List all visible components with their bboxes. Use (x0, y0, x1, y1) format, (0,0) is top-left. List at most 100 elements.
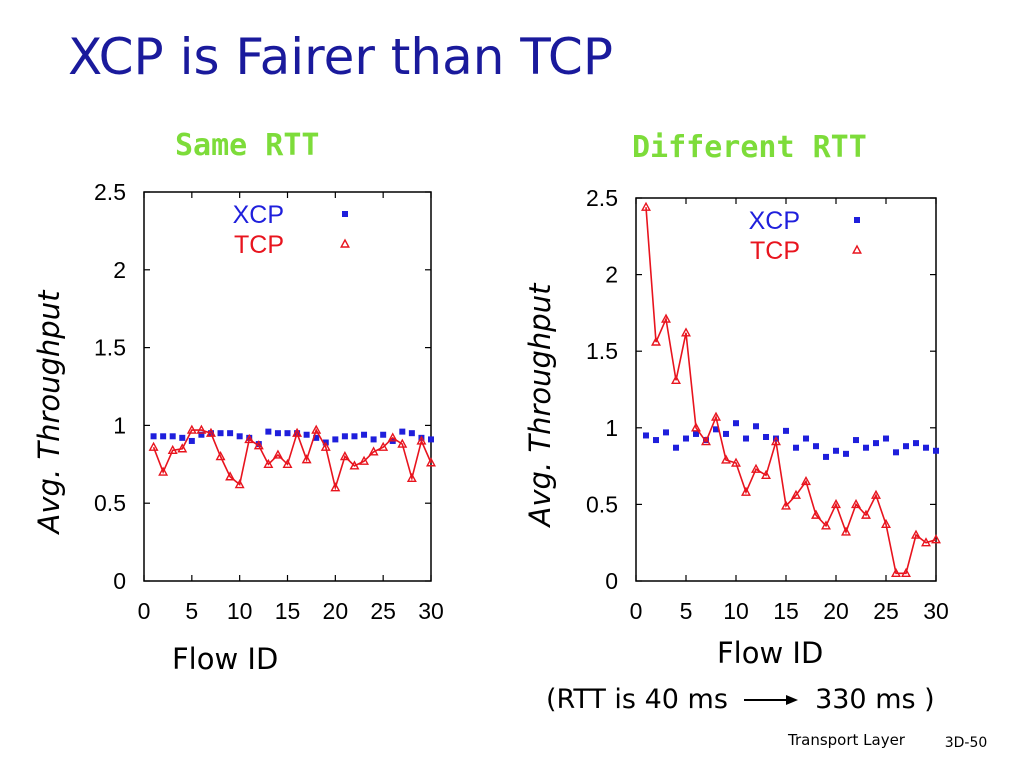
rtt-note-start: (RTT is 40 ms (546, 684, 728, 715)
different-rtt-ytick-label: 1 (605, 415, 618, 441)
different-rtt-tcp-point (761, 469, 771, 479)
different-rtt-xcp-point (693, 430, 699, 437)
different-rtt-ytick-label: 1.5 (586, 338, 618, 364)
different-rtt-tcp-point (921, 537, 931, 547)
different-rtt-xcp-point (733, 420, 739, 427)
same-rtt-xcp-point (179, 434, 186, 441)
different-rtt-ytick-label: 0 (605, 568, 618, 594)
different-rtt-tcp-point (901, 567, 911, 578)
different-rtt-tcp-point (891, 567, 901, 578)
same-rtt-tcp-point (205, 427, 216, 437)
different-rtt-xtick-label: 15 (773, 598, 799, 624)
different-rtt-xcp-point (863, 444, 869, 451)
same-rtt-tcp-legend-label: TCP (234, 231, 284, 259)
same-rtt-tcp-point (186, 424, 197, 434)
same-rtt-tcp-point (301, 454, 312, 464)
same-rtt-tcp-point (387, 432, 398, 442)
same-rtt-xcp-point (399, 428, 406, 435)
different-rtt-tcp-legend-marker (852, 244, 862, 254)
same-rtt-xcp-point (188, 437, 195, 444)
different-rtt-tcp-point (801, 475, 811, 486)
different-rtt-xcp-point (763, 433, 769, 440)
different-rtt-xcp-point (663, 429, 669, 436)
different-rtt-xcp-point (813, 443, 819, 450)
same-rtt-tcp-point (368, 446, 379, 456)
same-rtt-xcp-point (284, 430, 291, 437)
different-rtt-tcp-point (711, 411, 721, 421)
different-rtt-tcp-point (701, 436, 711, 446)
different-rtt-xcp-point (893, 449, 899, 456)
different-rtt-xcp-point (853, 437, 859, 444)
different-rtt-tcp-point (731, 457, 741, 467)
different-rtt-tcp-point (871, 489, 881, 499)
same-rtt-tcp-point (263, 458, 274, 468)
same-rtt-tcp-point (406, 472, 417, 483)
different-rtt-tcp-point (811, 509, 821, 519)
same-rtt-xtick-label: 15 (275, 598, 301, 624)
different-rtt-tcp-point (651, 336, 661, 346)
different-rtt-xtick-label: 0 (630, 598, 643, 624)
different-rtt-tcp-point (691, 422, 701, 432)
different-rtt-tcp-point (841, 526, 851, 536)
same-rtt-xcp-point (428, 436, 434, 443)
different-rtt-tcp-point (791, 489, 801, 499)
same-rtt-ytick-label: 0.5 (94, 490, 126, 516)
different-rtt-xcp-point (923, 444, 929, 451)
same-rtt-tcp-point (311, 424, 322, 434)
same-rtt-tcp-point (416, 435, 427, 445)
different-rtt-xtick-label: 20 (823, 598, 849, 624)
same-rtt-xcp-point (370, 436, 377, 443)
different-rtt-xcp-point (823, 453, 829, 460)
chart-title-same-rtt: Same RTT (175, 128, 320, 163)
same-rtt-tcp-point (225, 471, 236, 481)
same-rtt-xcp-point (160, 433, 167, 440)
different-rtt-tcp-point (751, 463, 761, 473)
different-rtt-tcp-point (781, 500, 791, 510)
different-rtt-tcp-legend-label: TCP (750, 237, 800, 265)
different-rtt-xcp-point (903, 443, 909, 450)
same-rtt-tcp-point (349, 460, 360, 470)
different-rtt-xcp-point (653, 437, 659, 444)
same-rtt-tcp-point (158, 466, 169, 476)
different-rtt-tcp-point (721, 454, 731, 464)
same-rtt-xtick-label: 25 (370, 598, 396, 624)
same-rtt-xcp-point (408, 430, 415, 437)
same-rtt-ytick-label: 1 (113, 412, 126, 438)
same-rtt-tcp-point (320, 441, 331, 451)
same-rtt-xcp-point (265, 428, 272, 435)
page-number: 3D-50 (944, 735, 988, 751)
different-rtt-xcp-point (713, 426, 719, 433)
different-rtt-tcp-point (741, 486, 751, 496)
different-rtt-xcp-point (803, 435, 809, 442)
same-rtt-xcp-point (255, 441, 262, 448)
different-rtt-xcp-point (873, 440, 879, 447)
different-rtt-xcp-point (753, 423, 759, 430)
same-rtt-ytick-label: 2 (113, 257, 126, 283)
same-rtt-xcp-point (274, 430, 281, 437)
same-rtt-xtick-label: 20 (323, 598, 349, 624)
same-rtt-tcp-point (330, 482, 341, 492)
different-rtt-tcp-point (821, 520, 831, 530)
different-rtt-ytick-label: 0.5 (586, 491, 618, 517)
different-rtt-tcp-point (911, 529, 921, 539)
different-rtt-xcp-point (683, 435, 689, 442)
same-rtt-tcp-point (148, 441, 159, 451)
same-rtt-tcp-point (359, 455, 370, 465)
same-rtt-tcp-point (244, 433, 255, 444)
same-rtt-tcp-point (292, 427, 303, 437)
different-rtt-tcp-point (831, 498, 841, 509)
different-rtt-tcp-point (851, 498, 861, 509)
different-rtt-tcp-point (681, 327, 691, 337)
same-rtt-tcp-point (378, 441, 389, 451)
rtt-note-end: 330 ms ) (815, 684, 935, 715)
same-rtt-tcp-point (339, 451, 350, 461)
different-rtt-tcp-point (881, 518, 891, 529)
same-rtt-xtick-label: 5 (185, 598, 198, 624)
same-rtt-tcp-point (215, 451, 226, 461)
same-rtt-tcp-point (253, 440, 264, 450)
same-rtt-tcp-point (397, 438, 408, 448)
same-rtt-xcp-point (380, 431, 387, 438)
different-rtt-xcp-point (783, 427, 789, 434)
different-rtt-xcp-point (843, 450, 849, 457)
